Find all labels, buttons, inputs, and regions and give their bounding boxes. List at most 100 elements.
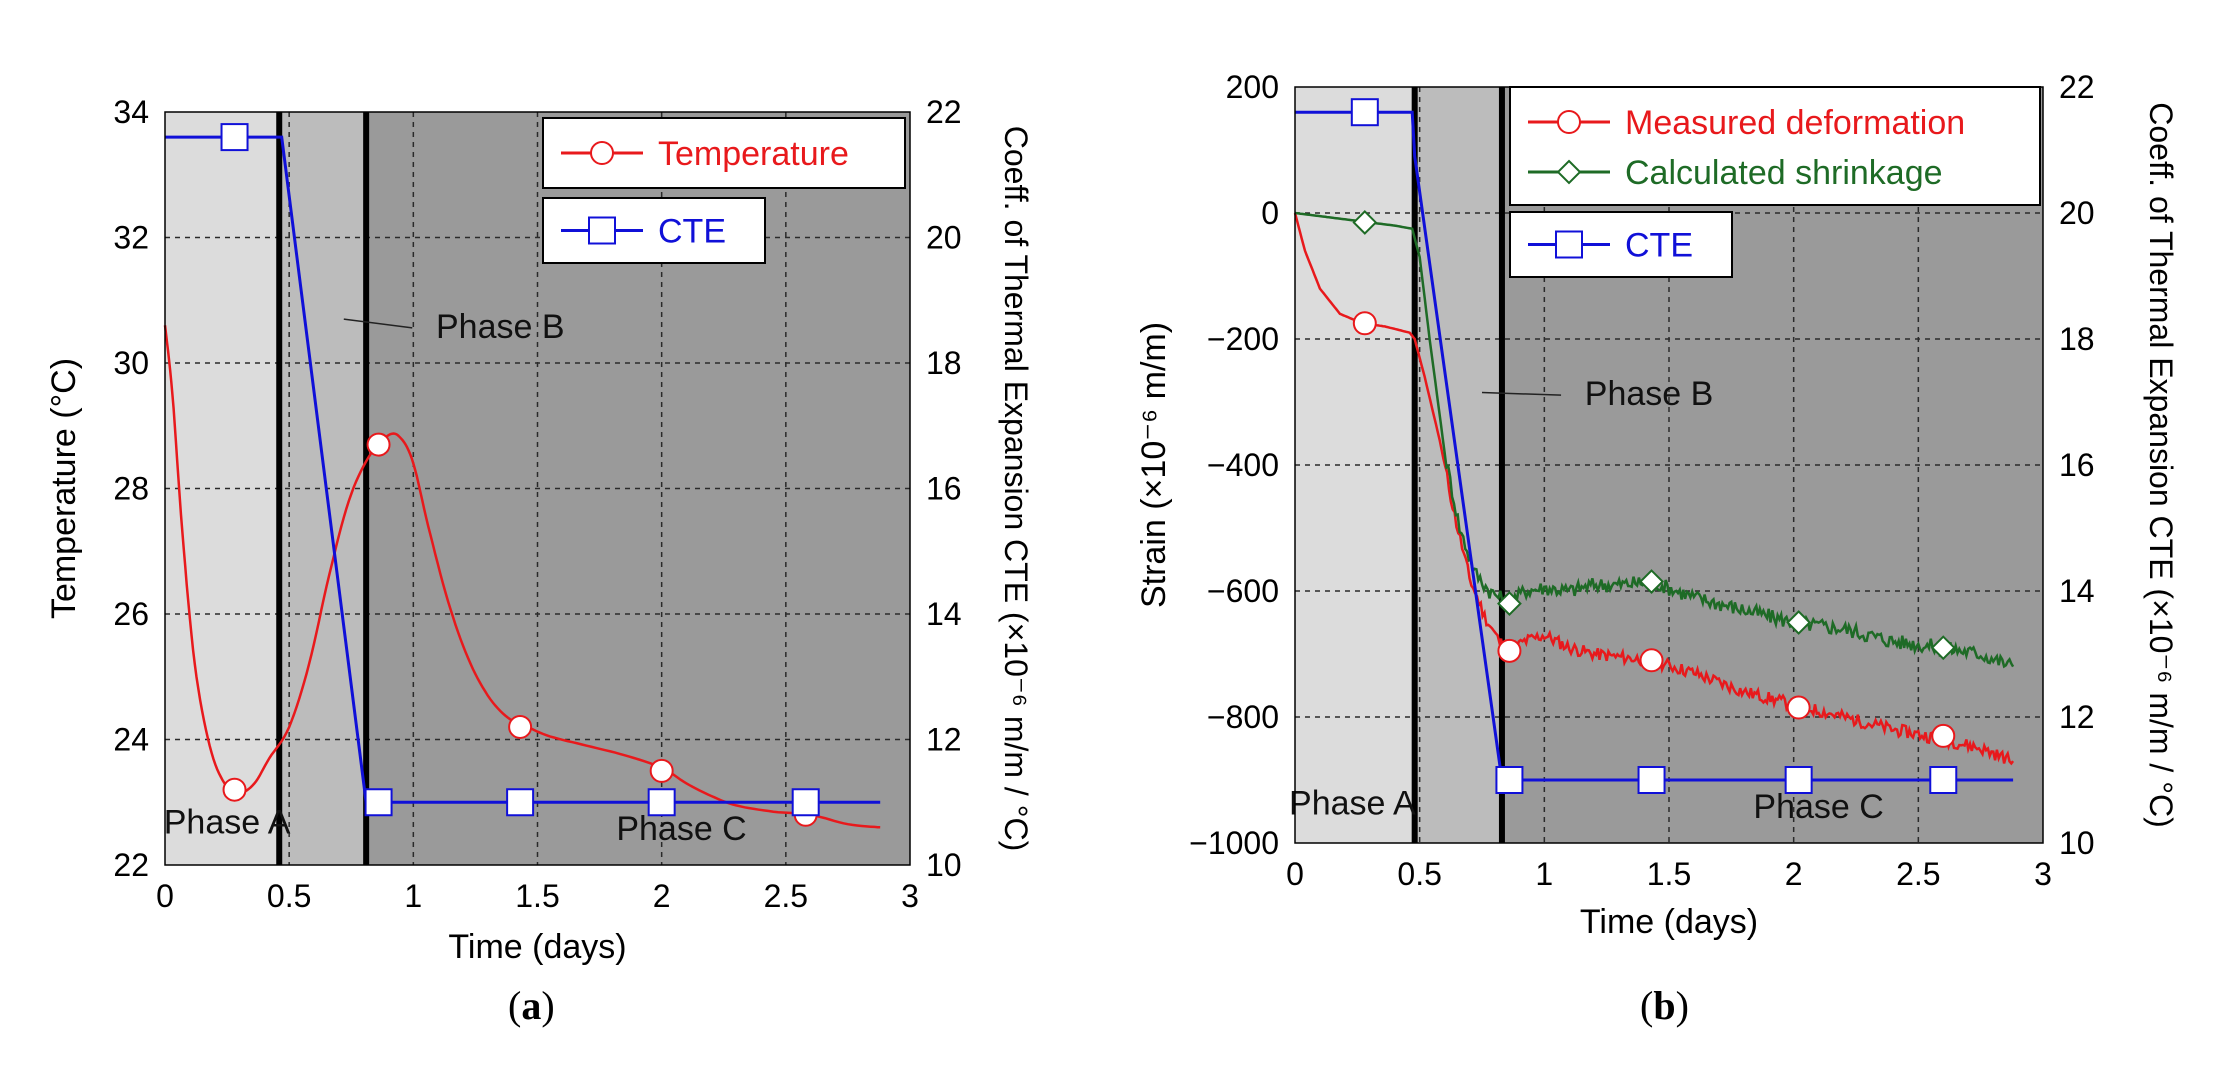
chart-b-legend-cte-label: CTE (1625, 227, 1693, 265)
chart-b-marker-circle-0 (1352, 311, 1377, 336)
chart-a-marker-circle-0 (222, 777, 247, 802)
chart-a-legend-cte-marker (588, 216, 616, 245)
chart-b-legend-cte: CTE (1509, 211, 1733, 278)
chart-b-x-tick-label: 2 (1785, 856, 1803, 892)
chart-a-legend-cte-label: CTE (658, 213, 726, 251)
chart-b-marker-square-3 (1784, 766, 1813, 794)
chart-b-legend-label: Measured deformation (1625, 104, 1965, 142)
chart-a-y2-tick-label: 20 (926, 220, 962, 256)
chart-b-marker-diamond-3 (1786, 610, 1812, 635)
chart-b-y2-tick-label: 12 (2059, 699, 2095, 735)
chart-b-y-tick-label: −1000 (1189, 825, 1279, 861)
chart-b-marker-diamond-4 (1930, 635, 1956, 661)
chart-b-x-tick-label: 1.5 (1647, 856, 1691, 892)
chart-b-marker-circle-3 (1786, 695, 1811, 720)
chart-b-marker-diamond-0 (1352, 210, 1378, 235)
chart-a-y-tick-label: 32 (113, 220, 149, 256)
chart-a-marker-circle-1 (366, 432, 391, 457)
chart-b: Phase A Phase C Phase B 0 0.5 1 1.5 2 2.5 3 −1000 −… (1135, 69, 2179, 941)
chart-b-x-tick-label: 0 (1286, 856, 1304, 892)
chart-a-y-tick-label: 30 (113, 345, 149, 381)
chart-b-phase-c-label: Phase C (1753, 788, 1883, 826)
chart-b-y-tick-label: 0 (1261, 195, 1279, 231)
chart-b-x-tick-label: 3 (2034, 856, 2052, 892)
chart-b-legend-cte-marker (1555, 230, 1583, 259)
chart-a-y-axis-label: Temperature (°C) (45, 358, 83, 619)
chart-b-marker-square-2 (1637, 766, 1666, 794)
chart-b-x-tick-label: 0.5 (1397, 856, 1441, 892)
chart-b-marker-circle-1 (1497, 638, 1522, 663)
chart-b-x-tick-label: 1 (1535, 856, 1553, 892)
chart-b-phase-a-label: Phase A (1289, 785, 1416, 823)
chart-b-marker-circle-4 (1931, 723, 1956, 748)
chart-a-y-tick-label: 22 (113, 847, 149, 883)
chart-a-x-tick-label: 2.5 (764, 878, 808, 914)
chart-a-y2-tick-label: 14 (926, 596, 962, 632)
chart-a-y-tick-label: 24 (113, 722, 149, 758)
chart-b-x-axis-label: Time (days) (1580, 903, 1758, 941)
chart-b-series-cte (1295, 98, 2014, 794)
chart-a-marker-circle-2 (508, 714, 533, 739)
chart-a-marker-circle-3 (649, 758, 674, 783)
chart-a-marker-square-0 (220, 123, 249, 152)
chart-a-marker-square-1 (364, 788, 393, 817)
chart-a-legend-label: Temperature (658, 135, 849, 173)
chart-a-x-tick-label: 3 (901, 878, 919, 914)
chart-a-x-tick-label: 0 (156, 878, 174, 914)
chart-a-marker-square-2 (506, 788, 535, 817)
chart-b-y-tick-label: −600 (1207, 573, 1279, 609)
chart-b-legend-label: Calculated shrinkage (1625, 154, 1943, 192)
chart-b-marker-square-0 (1350, 98, 1379, 127)
chart-b-y-axis-label: Strain (×10⁻⁶ m/m) (1135, 322, 1173, 608)
chart-b-x-tick-label: 2.5 (1896, 856, 1940, 892)
chart-b-y2-tick-label: 22 (2059, 69, 2095, 105)
chart-b-legend-box (1509, 86, 2041, 206)
chart-a-x-tick-label: 1 (404, 878, 422, 914)
chart-b-marker-circle-2 (1639, 648, 1664, 673)
chart-b-y-tick-label: −400 (1207, 447, 1279, 483)
chart-b-y2-tick-label: 16 (2059, 447, 2095, 483)
chart-b-legend-swatch-marker (1557, 110, 1581, 134)
chart-b-y-tick-label: 200 (1226, 69, 1279, 105)
chart-a-y2-tick-label: 18 (926, 345, 962, 381)
chart-b-y2-tick-label: 18 (2059, 321, 2095, 357)
chart-b-legend-swatch-marker (1556, 159, 1582, 185)
chart-b-y2-tick-label: 20 (2059, 195, 2095, 231)
chart-a-y2-tick-label: 22 (926, 94, 962, 130)
chart-a: Phase A Phase C Phase B 0 0.5 1 1.5 2 2.5 3 22 24 26… (45, 94, 1034, 966)
chart-a-y2-tick-label: 16 (926, 471, 962, 507)
chart-a-phase-b-leader (343, 318, 413, 329)
chart-a-series-temperature (163, 325, 881, 829)
caption-b: (b) (1640, 983, 1689, 1028)
chart-a-legend-cte: CTE (542, 197, 766, 264)
chart-a-y-tick-label: 34 (113, 94, 149, 130)
chart-a-x-axis-label: Time (days) (448, 928, 626, 966)
chart-a-phase-a-label: Phase A (164, 804, 291, 842)
chart-b-y2-tick-label: 14 (2059, 573, 2095, 609)
chart-a-legend-swatch-marker (590, 141, 614, 165)
chart-b-phase-b-label: Phase B (1585, 375, 1714, 413)
chart-b-y2-tick-label: 10 (2059, 825, 2095, 861)
chart-b-marker-diamond-1 (1497, 591, 1522, 617)
chart-a-y-tick-label: 26 (113, 596, 149, 632)
chart-a-y2-tick-label: 12 (926, 722, 962, 758)
chart-a-y-tick-label: 28 (113, 471, 149, 507)
chart-a-x-tick-label: 2 (653, 878, 671, 914)
chart-b-y-tick-label: −800 (1207, 699, 1279, 735)
chart-b-legend-main: Measured deformation Calculated shrinkage (1509, 86, 2041, 206)
chart-a-gridlines (165, 112, 910, 865)
chart-b-phase-a-region (1295, 87, 1415, 843)
chart-b-marker-square-1 (1495, 766, 1524, 794)
chart-a-series-cte (165, 123, 881, 817)
chart-a-marker-square-4 (791, 788, 820, 817)
chart-b-series-calculated-shrinkage (1294, 210, 2015, 669)
chart-a-y2-tick-label: 10 (926, 847, 962, 883)
chart-a-phase-b-label: Phase B (436, 308, 565, 346)
chart-a-x-tick-label: 1.5 (515, 878, 559, 914)
chart-a-y2-axis-label: Coeff. of Thermal Expansion CTE (×10⁻⁶ m… (998, 126, 1034, 851)
chart-a-plot-frame (164, 111, 911, 866)
caption-a: (a) (508, 983, 555, 1028)
chart-b-marker-diamond-2 (1639, 569, 1664, 594)
chart-a-phase-c-label: Phase C (616, 810, 746, 848)
